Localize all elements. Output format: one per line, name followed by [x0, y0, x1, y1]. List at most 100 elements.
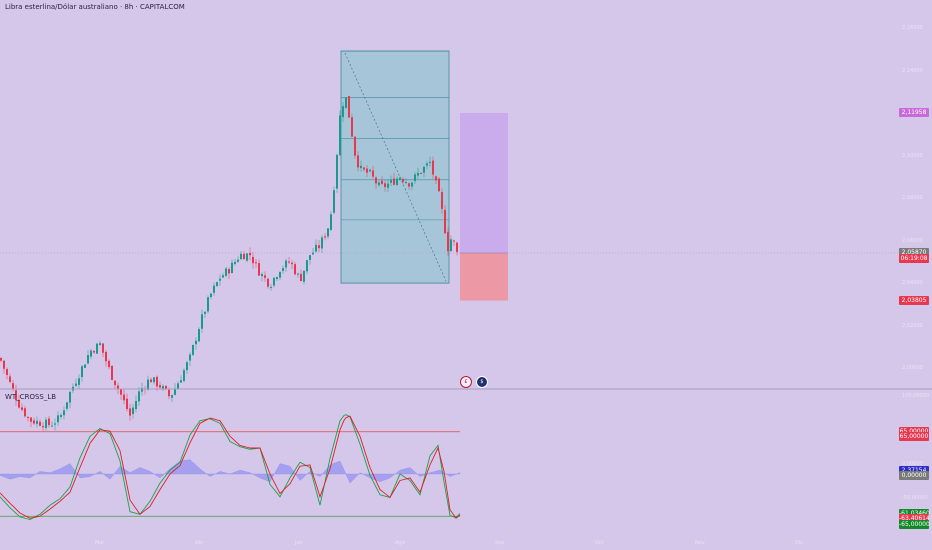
candle-body [396, 178, 398, 185]
candle-body [435, 176, 437, 181]
candle-body [174, 388, 176, 395]
candle-body [438, 178, 440, 192]
candle-body [327, 228, 329, 237]
candle-body [132, 407, 134, 414]
time-tick: Nov [695, 540, 705, 546]
price-tick: 2,02000 [902, 322, 923, 329]
oscillator-value-label: 65,00000 [899, 432, 929, 442]
candle-body [420, 172, 422, 174]
candle-body [423, 166, 425, 173]
time-tick: Oct [595, 540, 604, 546]
oscillator-value-label: -61,03460 [899, 509, 930, 519]
candle-body [330, 214, 332, 230]
price-tick: 2,14000 [902, 67, 923, 74]
candle-body [291, 262, 293, 265]
candle-body [96, 343, 98, 354]
candle-body [363, 167, 365, 170]
candle-body [102, 343, 104, 353]
long-position-tool[interactable] [460, 112, 508, 301]
candle-body [30, 417, 32, 422]
candle-body [45, 419, 47, 428]
time-tick: Jun [295, 540, 303, 546]
candle-body [69, 391, 71, 403]
candle-body [249, 252, 251, 256]
candle-body [339, 115, 341, 156]
candle-body [201, 314, 203, 329]
candle-body [453, 240, 455, 242]
candle-body [342, 106, 344, 118]
candle-body [408, 183, 410, 187]
candle-body [255, 262, 257, 264]
candle-body [264, 275, 266, 278]
wt1-line [0, 414, 461, 520]
candle-body [183, 370, 185, 381]
candle-body [234, 261, 236, 264]
candle-body [387, 183, 389, 188]
candle-body [27, 416, 29, 418]
price-tick: 2,00000 [902, 365, 923, 371]
candle-body [318, 245, 320, 249]
candle-body [411, 182, 413, 187]
candle-body [0, 357, 2, 361]
candle-body [162, 386, 164, 389]
wt2-line [0, 415, 461, 519]
indicator-title: WT_CROSS_LB [5, 393, 57, 401]
candle-body [321, 237, 323, 249]
candle-body [111, 365, 113, 380]
oscillator-value-label: -65,00000 [899, 519, 930, 529]
candle-body [210, 293, 212, 298]
candle-body [117, 385, 119, 390]
candle-body [333, 190, 335, 213]
candle-body [123, 394, 125, 401]
candle-body [357, 155, 359, 168]
candle-body [81, 366, 83, 378]
flag-au-icon[interactable]: $ [476, 376, 488, 388]
candle-body [258, 263, 260, 276]
candle-body [198, 329, 200, 342]
wt-cross-oscillator [0, 414, 461, 520]
candle-body [12, 383, 14, 389]
time-tick: Ago [395, 540, 405, 546]
oscillator-value-label: 0,00000 [899, 471, 929, 481]
candle-body [351, 117, 353, 137]
candle-body [60, 414, 62, 417]
candle-body [375, 177, 377, 184]
candle-body [372, 170, 374, 177]
price-tick: 2,06000 [902, 237, 923, 244]
candle-body [207, 297, 209, 312]
price-tick: 2,08000 [902, 195, 923, 201]
candle-body [33, 420, 35, 424]
time-tick: Abr [195, 540, 204, 546]
candle-body [18, 400, 20, 408]
candle-body [99, 343, 101, 346]
candle-body [297, 273, 299, 275]
candle-body [156, 376, 158, 387]
candle-body [324, 236, 326, 238]
candle-body [177, 383, 179, 390]
price-candles [0, 95, 898, 432]
candle-body [312, 252, 314, 255]
candle-body [378, 182, 380, 186]
candle-body [54, 423, 56, 425]
price-value-label: 2,05870 [899, 248, 929, 258]
oscillator-value-label: -63,40614 [899, 514, 930, 524]
time-tick: Mar [95, 540, 105, 546]
candle-body [246, 253, 248, 261]
candle-body [195, 340, 197, 345]
candle-body [78, 378, 80, 385]
oscillator-tick: -50,00000 [902, 495, 928, 501]
oscillator-value-label: 65,00000 [899, 427, 929, 437]
candle-body [21, 407, 23, 410]
candle-body [159, 385, 161, 388]
candle-body [354, 136, 356, 156]
candle-body [9, 376, 11, 382]
candle-body [384, 183, 386, 188]
candle-body [402, 178, 404, 182]
candle-body [237, 259, 239, 262]
candle-body [300, 273, 302, 282]
candle-body [165, 385, 167, 389]
flag-gb-icon[interactable]: £ [460, 376, 472, 388]
price-tick: 2,16000 [902, 25, 923, 31]
candle-body [225, 268, 227, 276]
